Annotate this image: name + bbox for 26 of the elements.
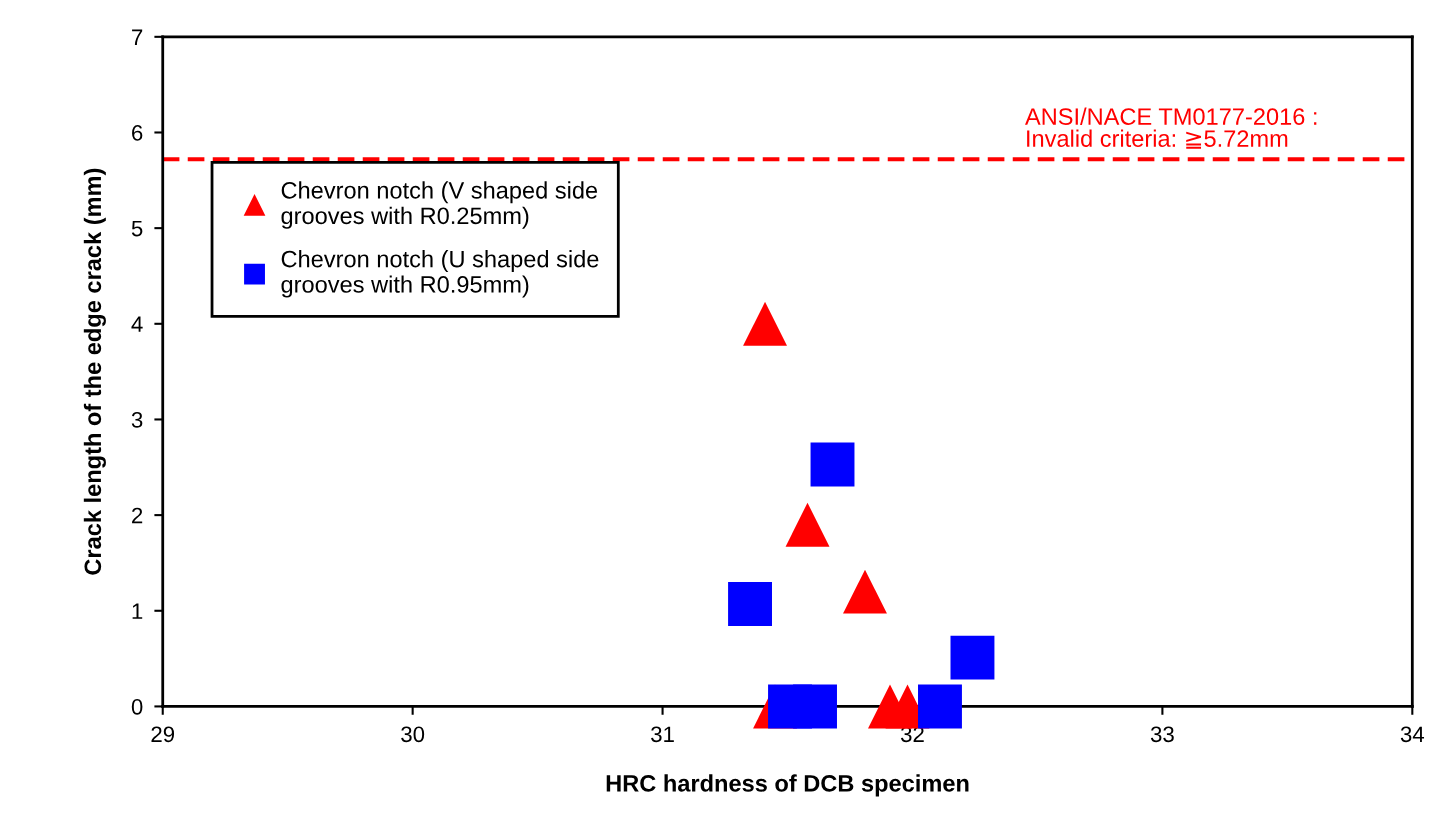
point [843, 569, 887, 614]
x-tick-label: 29 [151, 726, 175, 743]
point [743, 301, 787, 346]
legend-label: Chevron notch (V shaped side grooves with R0.25mm) [281, 181, 598, 229]
point [950, 635, 995, 680]
point [918, 684, 962, 729]
y-axis-title: Crack length of the edge crack (mm) [83, 168, 106, 575]
point [793, 684, 837, 729]
y-tick-label: 7 [132, 29, 143, 45]
legend-label: Chevron notch (U shaped side grooves with R0.95mm) [281, 250, 599, 298]
y-tick-label: 1 [132, 603, 143, 619]
x-tick-label: 34 [1400, 726, 1425, 743]
point [785, 502, 830, 547]
point [728, 582, 772, 627]
point [810, 442, 855, 487]
x-axis-title: HRC hardness of DCB specimen [606, 774, 969, 797]
y-tick-label: 2 [132, 507, 143, 524]
x-tick-label: 33 [1150, 726, 1174, 743]
x-tick-label: 31 [651, 726, 674, 743]
y-tick-label: 6 [132, 125, 143, 141]
y-tick-label: 4 [131, 316, 143, 332]
ref-line-label: ANSI/NACE TM0177-2016 : Invalid criteria: ≧5.72mm [1024, 107, 1317, 149]
x-tick-label: 30 [401, 726, 425, 743]
y-tick-label: 5 [131, 220, 143, 237]
y-tick-label: 0 [131, 698, 143, 715]
y-tick-label: 3 [131, 411, 143, 428]
